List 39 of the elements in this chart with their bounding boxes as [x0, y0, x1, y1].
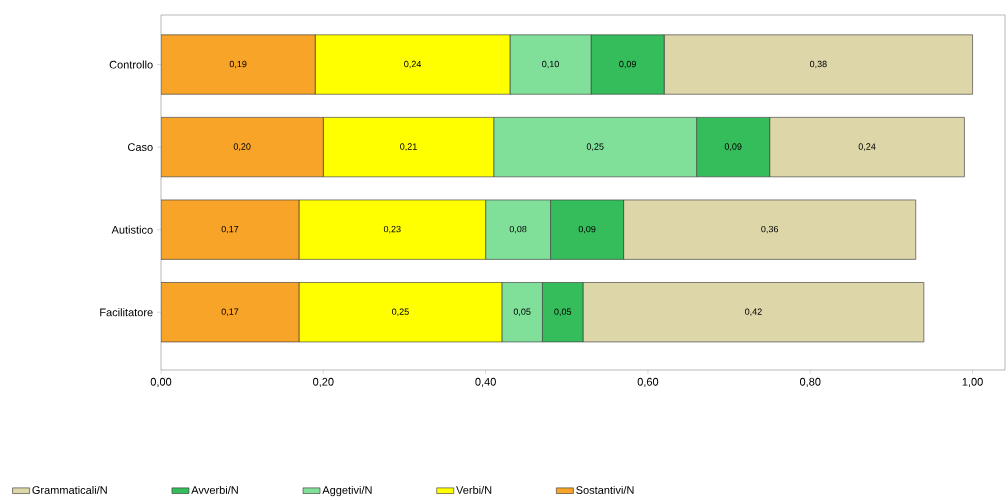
- x-tick-label: 1,00: [962, 377, 983, 387]
- data-label: 0,09: [724, 143, 742, 151]
- legend-label: Avverbi/N: [191, 485, 238, 494]
- bar: [161, 117, 324, 178]
- x-tick-label: 0,60: [637, 377, 659, 387]
- y-tick-label: Caso: [128, 143, 153, 151]
- legend-label: Sostantivi/N: [576, 485, 634, 494]
- data-label: 0,10: [542, 60, 559, 69]
- data-label: 0,20: [233, 143, 251, 151]
- data-label: 0,38: [809, 60, 827, 69]
- bar: [161, 282, 300, 343]
- legend-label: Grammaticali/N: [32, 485, 107, 494]
- data-label: 0,17: [221, 225, 239, 234]
- data-label: 0,23: [383, 225, 401, 234]
- data-label: 0,21: [400, 143, 417, 151]
- y-tick-label: Autistico: [111, 225, 153, 234]
- data-label: 0,09: [619, 60, 636, 69]
- data-label: 0,05: [513, 308, 531, 316]
- data-label: 0,19: [229, 60, 247, 69]
- data-label: 0,24: [404, 60, 422, 69]
- bar: [161, 34, 316, 95]
- legend-label: Verbi/N: [456, 485, 492, 494]
- data-label: 0,08: [509, 225, 527, 234]
- data-label: 0,24: [858, 143, 876, 151]
- data-label: 0,25: [392, 308, 409, 316]
- data-label: 0,36: [761, 225, 779, 234]
- x-tick-label: 0,00: [150, 377, 172, 387]
- x-tick-label: 0,40: [475, 377, 496, 387]
- data-label: 0,25: [586, 143, 604, 151]
- data-label: 0,05: [554, 308, 572, 316]
- data-label: 0,42: [745, 308, 762, 316]
- data-label: 0,09: [578, 225, 596, 234]
- y-tick-label: Facilitatore: [100, 308, 153, 317]
- data-label: 0,17: [221, 308, 239, 316]
- y-tick-label: Controllo: [109, 60, 153, 69]
- bar: [161, 199, 300, 260]
- x-tick-label: 0,20: [313, 377, 334, 387]
- legend-label: Aggetivi/N: [322, 485, 372, 497]
- x-tick-label: 0,80: [799, 377, 821, 387]
